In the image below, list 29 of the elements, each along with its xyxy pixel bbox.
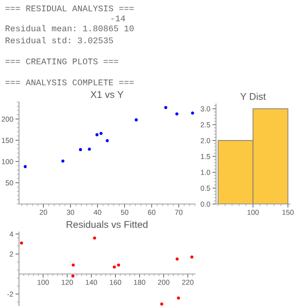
chart-title: Y Dist bbox=[240, 92, 266, 100]
text: === RESIDUAL ANALYSIS === bbox=[5, 5, 134, 12]
point bbox=[112, 265, 116, 269]
text: === CREATING PLOTS === bbox=[5, 58, 118, 64]
point bbox=[88, 148, 91, 151]
chart-title: Residuals vs Fitted bbox=[66, 220, 148, 228]
point bbox=[164, 106, 168, 110]
point bbox=[95, 133, 99, 136]
point bbox=[175, 112, 178, 116]
point bbox=[160, 302, 164, 306]
point bbox=[117, 263, 120, 267]
point bbox=[24, 165, 27, 168]
point bbox=[61, 160, 64, 163]
point bbox=[93, 236, 96, 240]
text: Residual mean: 1.80865 10 bbox=[6, 24, 134, 32]
point bbox=[72, 263, 75, 267]
point bbox=[190, 255, 194, 259]
point bbox=[134, 118, 138, 122]
point bbox=[106, 139, 109, 142]
chart-title: X1 vs Y bbox=[90, 91, 124, 98]
text: Residual std: 3.02535 bbox=[6, 36, 113, 44]
point bbox=[176, 296, 180, 300]
point bbox=[191, 111, 194, 115]
point bbox=[20, 241, 24, 245]
text: === ANALYSIS COMPLETE === bbox=[5, 79, 134, 86]
point bbox=[78, 148, 82, 152]
text: -14 bbox=[111, 16, 126, 22]
point bbox=[176, 257, 179, 261]
point bbox=[99, 132, 103, 136]
